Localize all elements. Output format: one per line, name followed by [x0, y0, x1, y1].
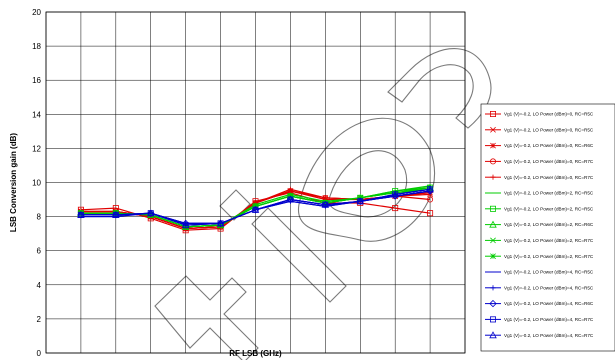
data-point	[77, 211, 85, 219]
watermark-letter-o-outer	[297, 117, 436, 242]
data-point	[112, 211, 120, 219]
watermark	[154, 48, 492, 360]
legend-entry: Vg1 (V)=-0.2, LO Power (dBm)=2, RC=R5C	[485, 205, 594, 212]
y-tick-label: 10	[32, 179, 41, 188]
data-point	[286, 195, 295, 204]
y-axis-title: LSB Conversion gain (dB)	[9, 133, 18, 232]
series-line	[80, 188, 431, 226]
y-tick-label: 20	[32, 8, 41, 17]
series-layer	[77, 183, 434, 234]
data-point	[391, 190, 399, 198]
y-tick-label: 16	[32, 76, 41, 85]
legend-swatch-marker	[490, 174, 496, 180]
legend-entry: Vg1 (V)=-0.2, LO Power (dBm)=4, RC=R5C	[485, 270, 594, 275]
data-point	[216, 219, 225, 227]
data-point	[147, 209, 155, 217]
watermark-letter-i-dot	[219, 189, 251, 221]
watermark-letter-n	[387, 48, 492, 129]
legend-entry: Vg1 (V)=-0.2, LO Power (dBm)=0, RC=R5C	[485, 111, 594, 118]
y-tick-label: 0	[37, 349, 42, 358]
data-point	[322, 200, 329, 206]
y-tick-label: 14	[32, 110, 41, 119]
legend-swatch-marker	[490, 253, 496, 260]
y-tick-label: 12	[32, 144, 41, 153]
legend-label: Vg1 (V)=-0.2, LO Power (dBm)=4, RC=R6C	[504, 301, 594, 306]
data-point	[112, 210, 120, 218]
y-tick-label: 8	[37, 213, 42, 222]
legend-label: Vg1 (V)=-0.2, LO Power (dBm)=0, RC=R7C	[504, 159, 594, 164]
watermark-letter-i	[251, 207, 347, 303]
legend-label: Vg1 (V)=-0.2, LO Power (dBm)=4, RC=R7C	[504, 333, 594, 338]
y-axis-tick-labels: 0 2 4 6 8 10 12 14 16 18 20	[32, 8, 41, 358]
data-point	[427, 210, 434, 217]
watermark-letter-t	[154, 275, 259, 360]
legend-swatch-marker	[489, 220, 497, 228]
legend-swatch-marker	[489, 316, 496, 323]
legend-entry: Vg1 (V)=-0.2, LO Power (dBm)=4, RC=R5C	[485, 285, 594, 291]
series-15	[77, 185, 434, 229]
data-point	[426, 185, 434, 193]
legend-label: Vg1 (V)=-0.2, LO Power (dBm)=4, RC=R7C	[504, 317, 594, 322]
legend-entry: Vg1 (V)=-0.2, LO Power (dBm)=2, RC=R7C	[485, 253, 594, 260]
data-point	[427, 196, 434, 203]
legend-label: Vg1 (V)=-0.2, LO Power (dBm)=2, RC=R7C	[504, 254, 594, 259]
legend-box	[480, 103, 615, 352]
y-tick-label: 18	[32, 42, 41, 51]
legend-swatch-marker	[489, 111, 496, 118]
y-tick-label: 6	[37, 247, 42, 256]
legend-label: Vg1 (V)=-0.2, LO Power (dBm)=4, RC=R5C	[504, 285, 594, 290]
x-axis-title: RF LSB (GHz)	[229, 349, 282, 358]
legend-label: Vg1 (V)=-0.2, LO Power (dBm)=2, RC=R7C	[504, 238, 594, 243]
legend-label: Vg1 (V)=-0.2, LO Power (dBm)=0, RC=R6C	[504, 143, 594, 148]
legend-label: Vg1 (V)=-0.2, LO Power (dBm)=2, RC=R6C	[504, 222, 594, 227]
legend-label: Vg1 (V)=-0.2, LO Power (dBm)=4, RC=R5C	[504, 270, 594, 275]
legend-swatch-marker	[489, 331, 497, 339]
data-point	[356, 197, 365, 205]
legend-label: Vg1 (V)=-0.2, LO Power (dBm)=0, RC=R7C	[504, 175, 594, 180]
legend-swatch-marker	[489, 205, 496, 212]
legend-swatch-marker	[489, 299, 497, 308]
legend-entry: Vg1 (V)=-0.2, LO Power (dBm)=0, RC=R7C	[485, 174, 594, 180]
legend-swatch-marker	[490, 142, 496, 149]
data-point	[321, 200, 330, 208]
data-point	[146, 209, 155, 217]
data-point	[287, 186, 294, 192]
data-point	[286, 195, 295, 203]
legend-entry: Vg1 (V)=-0.2, LO Power (dBm)=4, RC=R7C	[485, 331, 594, 339]
legend-entry: Vg1 (V)=-0.2, LO Power (dBm)=0, RC=R5C	[485, 126, 594, 133]
data-point	[181, 221, 190, 229]
legend-swatch-marker	[489, 158, 496, 165]
legend-label: Vg1 (V)=-0.2, LO Power (dBm)=0, RC=R5C	[504, 127, 594, 132]
legend-swatch-marker	[490, 285, 496, 291]
legend-entry: Vg1 (V)=-0.2, LO Power (dBm)=2, RC=R6C	[485, 220, 594, 228]
legend-entry: Vg1 (V)=-0.2, LO Power (dBm)=0, RC=R7C	[485, 158, 594, 165]
legend-label: Vg1 (V)=-0.2, LO Power (dBm)=0, RC=R5C	[504, 112, 594, 117]
legend-entry: Vg1 (V)=-0.2, LO Power (dBm)=4, RC=R6C	[485, 299, 594, 308]
legend-swatch-marker	[490, 237, 496, 244]
y-tick-label: 2	[37, 315, 42, 324]
legend: Vg1 (V)=-0.2, LO Power (dBm)=0, RC=R5C Vg…	[480, 103, 615, 352]
legend-label: Vg1 (V)=-0.2, LO Power (dBm)=2, RC=R5C	[504, 191, 594, 196]
legend-entry: Vg1 (V)=-0.2, LO Power (dBm)=4, RC=R7C	[485, 316, 594, 323]
data-point	[356, 197, 364, 205]
legend-swatch-marker	[490, 126, 496, 133]
data-point	[321, 200, 329, 209]
legend-entry: Vg1 (V)=-0.2, LO Power (dBm)=2, RC=R5C	[485, 191, 594, 196]
legend-label: Vg1 (V)=-0.2, LO Power (dBm)=2, RC=R5C	[504, 206, 594, 211]
data-point	[392, 205, 399, 212]
y-tick-label: 4	[37, 281, 42, 290]
legend-entry: Vg1 (V)=-0.2, LO Power (dBm)=0, RC=R6C	[485, 142, 594, 149]
legend-entry: Vg1 (V)=-0.2, LO Power (dBm)=2, RC=R7C	[485, 237, 594, 244]
data-point	[251, 205, 260, 213]
data-point	[77, 210, 85, 218]
plot-area-border	[45, 11, 466, 354]
